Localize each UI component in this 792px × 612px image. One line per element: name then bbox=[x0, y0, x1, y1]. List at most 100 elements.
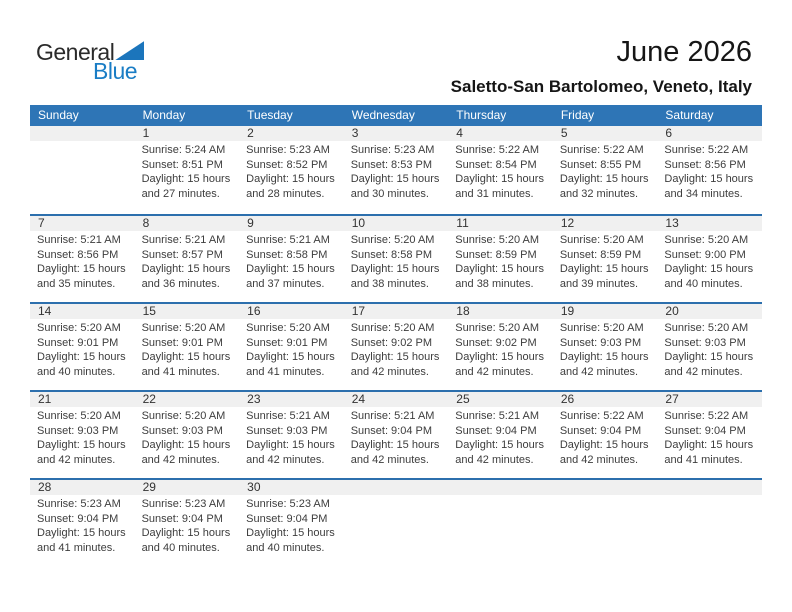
day-info-line: Sunrise: 5:22 AM bbox=[664, 144, 749, 156]
day-info: Sunrise: 5:20 AM Sunset: 9:00 PM Daylight:… bbox=[657, 231, 762, 291]
day-info-line: and 28 minutes. bbox=[246, 187, 325, 200]
day-cell: 23 Sunrise: 5:21 AM Sunset: 9:03 PM Dayligh… bbox=[239, 392, 344, 478]
day-info-line: Sunrise: 5:20 AM bbox=[350, 322, 435, 334]
day-info-line: Sunset: 9:03 PM bbox=[559, 336, 642, 349]
day-number bbox=[30, 126, 135, 141]
day-cell: 11 Sunrise: 5:20 AM Sunset: 8:59 PM Dayligh… bbox=[448, 216, 553, 302]
weekday-header-saturday: Saturday bbox=[665, 108, 714, 122]
day-info-line: Sunset: 9:04 PM bbox=[455, 424, 537, 437]
weekday-header-row: Sunday Monday Tuesday Wednesday Thursday Frid… bbox=[30, 105, 762, 126]
day-info-line: Daylight: 15 hours bbox=[455, 439, 544, 451]
day-info-line: and 42 minutes. bbox=[664, 365, 743, 378]
day-info-line: Sunrise: 5:20 AM bbox=[559, 322, 644, 334]
week-row: 1 Sunrise: 5:24 AM Sunset: 8:51 PM Daylight… bbox=[30, 126, 762, 214]
day-number: 4 bbox=[448, 126, 553, 141]
day-info-line: and 38 minutes. bbox=[455, 277, 534, 290]
day-info-line: Sunrise: 5:20 AM bbox=[37, 410, 121, 422]
page-subtitle: Saletto-San Bartolomeo, Veneto, Italy bbox=[450, 77, 752, 96]
day-info-line: Sunrise: 5:23 AM bbox=[246, 498, 330, 510]
day-info-line: and 42 minutes. bbox=[559, 453, 639, 466]
day-info: Sunrise: 5:20 AM Sunset: 9:02 PM Daylight:… bbox=[448, 319, 553, 379]
day-number: 16 bbox=[239, 304, 344, 319]
day-info: Sunrise: 5:21 AM Sunset: 9:03 PM Daylight:… bbox=[239, 407, 344, 467]
day-info-line: Sunset: 9:01 PM bbox=[141, 336, 223, 349]
week-row: 21 Sunrise: 5:20 AM Sunset: 9:03 PM Dayligh… bbox=[30, 390, 762, 478]
day-info-line: and 42 minutes. bbox=[455, 365, 534, 378]
day-number: 6 bbox=[657, 126, 762, 141]
general-blue-logo: General Blue bbox=[36, 39, 145, 85]
day-info-line: Daylight: 15 hours bbox=[246, 439, 335, 451]
day-info-line: Daylight: 15 hours bbox=[37, 527, 126, 539]
day-info-line: Daylight: 15 hours bbox=[559, 439, 649, 451]
day-cell: 29 Sunrise: 5:23 AM Sunset: 9:04 PM Dayligh… bbox=[134, 480, 240, 566]
day-info: Sunrise: 5:20 AM Sunset: 8:59 PM Daylight:… bbox=[448, 231, 553, 291]
day-cell: 25 Sunrise: 5:21 AM Sunset: 9:04 PM Dayligh… bbox=[448, 392, 553, 478]
empty-day-cell bbox=[657, 480, 762, 566]
day-info-line: Sunrise: 5:20 AM bbox=[350, 234, 435, 246]
day-info-line: Sunrise: 5:21 AM bbox=[37, 234, 121, 246]
calendar-table: Sunday Monday Tuesday Wednesday Thursday Frid… bbox=[30, 105, 762, 566]
day-info-line: Sunset: 9:04 PM bbox=[559, 424, 642, 437]
day-info-line: Daylight: 15 hours bbox=[141, 351, 231, 363]
day-info-line: Sunrise: 5:23 AM bbox=[141, 498, 226, 510]
day-number: 10 bbox=[343, 216, 449, 231]
day-number: 24 bbox=[343, 392, 449, 407]
empty-day-cell bbox=[448, 480, 553, 566]
day-info-line: Sunset: 9:03 PM bbox=[37, 424, 119, 437]
day-info-line: Sunrise: 5:20 AM bbox=[664, 322, 749, 334]
day-cell: 7 Sunrise: 5:21 AM Sunset: 8:56 PM Daylight… bbox=[30, 216, 135, 302]
day-number: 2 bbox=[239, 126, 344, 141]
day-info-line: Sunrise: 5:20 AM bbox=[37, 322, 121, 334]
day-info-line: Sunset: 9:04 PM bbox=[350, 424, 433, 437]
day-info-line: and 42 minutes. bbox=[141, 453, 220, 466]
day-info-line: Sunrise: 5:23 AM bbox=[37, 498, 121, 510]
day-number: 20 bbox=[657, 304, 762, 319]
day-number: 22 bbox=[134, 392, 240, 407]
day-info: Sunrise: 5:20 AM Sunset: 8:58 PM Daylight:… bbox=[344, 231, 449, 291]
day-number: 26 bbox=[552, 392, 658, 407]
day-info-line: Daylight: 15 hours bbox=[246, 351, 335, 363]
day-info-line: Sunrise: 5:21 AM bbox=[141, 234, 226, 246]
day-number: 27 bbox=[657, 392, 762, 407]
day-info: Sunrise: 5:20 AM Sunset: 9:01 PM Daylight:… bbox=[30, 319, 135, 379]
day-number: 25 bbox=[448, 392, 553, 407]
day-cell: 13 Sunrise: 5:20 AM Sunset: 9:00 PM Dayligh… bbox=[657, 216, 762, 302]
day-info-line: Daylight: 15 hours bbox=[141, 173, 231, 185]
day-number: 7 bbox=[30, 216, 135, 231]
day-info: Sunrise: 5:21 AM Sunset: 8:58 PM Daylight:… bbox=[239, 231, 344, 291]
day-info: Sunrise: 5:23 AM Sunset: 9:04 PM Daylight:… bbox=[30, 495, 135, 555]
day-info-line: Sunset: 9:04 PM bbox=[246, 512, 328, 525]
day-number: 8 bbox=[134, 216, 240, 231]
day-cell: 26 Sunrise: 5:22 AM Sunset: 9:04 PM Dayligh… bbox=[552, 392, 658, 478]
day-info-line: Sunrise: 5:21 AM bbox=[350, 410, 435, 422]
page-title: June 2026 bbox=[616, 36, 752, 68]
day-number: 11 bbox=[448, 216, 553, 231]
day-info-line: Daylight: 15 hours bbox=[350, 263, 440, 275]
day-info-line: Sunset: 8:58 PM bbox=[246, 248, 328, 261]
day-info: Sunrise: 5:20 AM Sunset: 9:02 PM Daylight:… bbox=[344, 319, 449, 379]
day-info: Sunrise: 5:20 AM Sunset: 8:59 PM Daylight:… bbox=[553, 231, 658, 291]
day-info-line: Sunset: 9:04 PM bbox=[37, 512, 119, 525]
empty-day-cell bbox=[30, 126, 135, 214]
day-cell: 16 Sunrise: 5:20 AM Sunset: 9:01 PM Dayligh… bbox=[239, 304, 344, 390]
day-number: 30 bbox=[239, 480, 344, 495]
day-info: Sunrise: 5:20 AM Sunset: 9:03 PM Daylight:… bbox=[657, 319, 762, 379]
day-info-line: Sunset: 9:02 PM bbox=[350, 336, 433, 349]
day-info-line: and 34 minutes. bbox=[664, 187, 743, 200]
day-cell: 5 Sunrise: 5:22 AM Sunset: 8:55 PM Daylight… bbox=[552, 126, 658, 214]
day-info-line: Sunrise: 5:23 AM bbox=[246, 144, 330, 156]
day-info-line: Daylight: 15 hours bbox=[350, 439, 440, 451]
day-cell: 22 Sunrise: 5:20 AM Sunset: 9:03 PM Dayligh… bbox=[134, 392, 240, 478]
day-info-line: Daylight: 15 hours bbox=[559, 173, 649, 185]
day-info-line: Sunrise: 5:20 AM bbox=[455, 322, 540, 334]
day-info-line: Daylight: 15 hours bbox=[559, 263, 649, 275]
day-info: Sunrise: 5:24 AM Sunset: 8:51 PM Daylight:… bbox=[135, 141, 240, 201]
day-number: 19 bbox=[552, 304, 658, 319]
logo-text-general: General bbox=[36, 39, 115, 65]
day-info-line: Sunrise: 5:23 AM bbox=[350, 144, 435, 156]
day-info: Sunrise: 5:22 AM Sunset: 9:04 PM Daylight:… bbox=[553, 407, 658, 467]
day-info-line: Sunset: 8:56 PM bbox=[664, 158, 746, 171]
day-info-line: Daylight: 15 hours bbox=[246, 263, 335, 275]
day-info-line: Sunrise: 5:20 AM bbox=[141, 410, 226, 422]
week-row: 7 Sunrise: 5:21 AM Sunset: 8:56 PM Daylight… bbox=[30, 214, 762, 302]
